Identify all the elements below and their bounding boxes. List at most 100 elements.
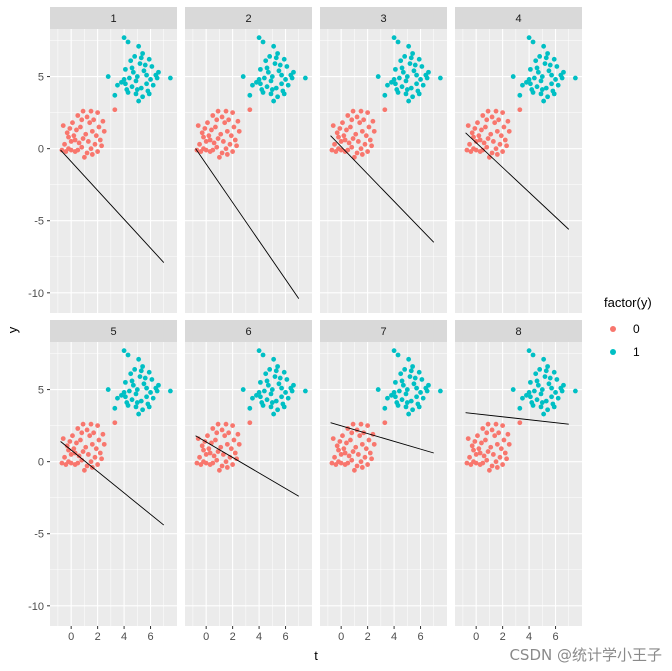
point-class-1 [156,382,161,388]
point-class-0 [236,441,242,447]
point-class-0 [472,439,478,444]
point-class-1 [400,69,406,75]
legend-title: factor(y) [604,295,652,310]
point-class-1 [302,388,308,394]
point-class-1 [105,387,111,392]
point-class-0 [333,462,339,467]
point-class-0 [71,133,77,139]
point-class-0 [492,433,498,439]
point-class-1 [130,69,136,75]
legend-key-1 [610,349,616,355]
point-class-0 [336,447,341,453]
point-class-0 [359,465,365,470]
point-class-1 [437,388,443,394]
point-class-1 [414,394,419,400]
point-class-0 [517,107,523,113]
point-class-0 [232,450,238,456]
point-class-1 [123,81,128,87]
point-class-0 [236,128,242,134]
point-class-1 [416,56,422,62]
point-class-0 [203,452,209,457]
x-tick-label: 4 [526,631,532,643]
point-class-1 [530,403,536,408]
point-class-0 [80,421,86,427]
point-class-0 [330,436,336,441]
point-class-0 [203,139,209,144]
point-class-1 [129,84,135,90]
point-class-0 [214,457,220,463]
point-class-0 [95,423,101,429]
point-class-0 [484,144,490,150]
point-class-0 [215,108,221,114]
point-class-0 [210,147,216,153]
point-class-0 [483,124,488,130]
point-class-1 [142,62,148,68]
watermark: CSDN @统计学小王子 [509,646,662,664]
point-class-0 [198,462,204,467]
point-class-1 [551,56,557,62]
point-class-0 [465,436,471,441]
point-class-1 [276,381,282,387]
point-class-1 [258,66,263,72]
point-class-1 [395,352,401,358]
point-class-0 [358,108,364,114]
point-class-0 [224,465,230,470]
point-class-1 [291,382,296,388]
point-class-0 [354,463,360,469]
point-class-1 [146,91,152,97]
point-class-1 [418,390,423,395]
point-class-0 [475,120,480,126]
point-class-1 [539,87,545,92]
facet-panel-7: 7 [320,320,447,626]
point-class-0 [84,150,90,156]
point-class-1 [133,91,139,97]
facet-strip-label: 6 [245,326,251,338]
point-class-1 [144,81,149,87]
point-class-0 [87,433,93,439]
x-tick-label: 4 [391,631,397,643]
point-class-1 [132,366,138,372]
point-class-1 [138,368,144,374]
point-class-0 [334,443,340,449]
point-class-1 [549,394,554,400]
point-class-0 [78,124,83,130]
point-class-1 [275,364,281,369]
point-class-1 [553,390,558,395]
point-class-1 [398,58,404,64]
point-class-1 [281,369,287,375]
point-class-0 [210,460,216,466]
point-class-1 [156,69,161,75]
point-class-1 [142,375,148,381]
point-class-0 [485,421,491,427]
point-class-1 [406,411,412,417]
point-class-1 [549,72,554,78]
point-class-1 [285,82,291,88]
point-class-0 [344,127,349,133]
point-class-0 [338,147,344,153]
point-class-0 [95,110,101,116]
point-class-1 [144,385,149,391]
facet-strip [455,7,582,29]
point-class-0 [471,134,476,140]
point-class-1 [141,381,147,387]
facet-strip-label: 2 [245,13,251,25]
point-class-0 [59,460,65,466]
point-class-0 [92,454,98,460]
point-class-0 [485,449,491,454]
point-class-1 [129,378,135,384]
point-class-1 [375,387,381,392]
point-class-0 [506,441,512,447]
point-class-0 [227,141,233,147]
point-class-0 [64,130,70,136]
point-class-0 [219,427,225,433]
point-class-0 [214,430,220,436]
point-class-0 [195,123,201,128]
point-class-1 [418,77,423,82]
point-class-0 [218,131,224,137]
x-tick-label: 0 [338,631,344,643]
point-class-0 [215,421,221,427]
point-class-1 [424,388,430,394]
point-class-0 [484,117,490,123]
point-class-0 [358,421,364,427]
